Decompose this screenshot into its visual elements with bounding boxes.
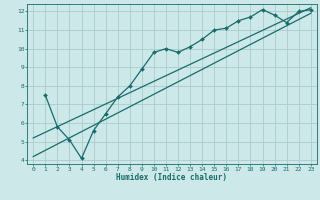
X-axis label: Humidex (Indice chaleur): Humidex (Indice chaleur) bbox=[116, 173, 228, 182]
